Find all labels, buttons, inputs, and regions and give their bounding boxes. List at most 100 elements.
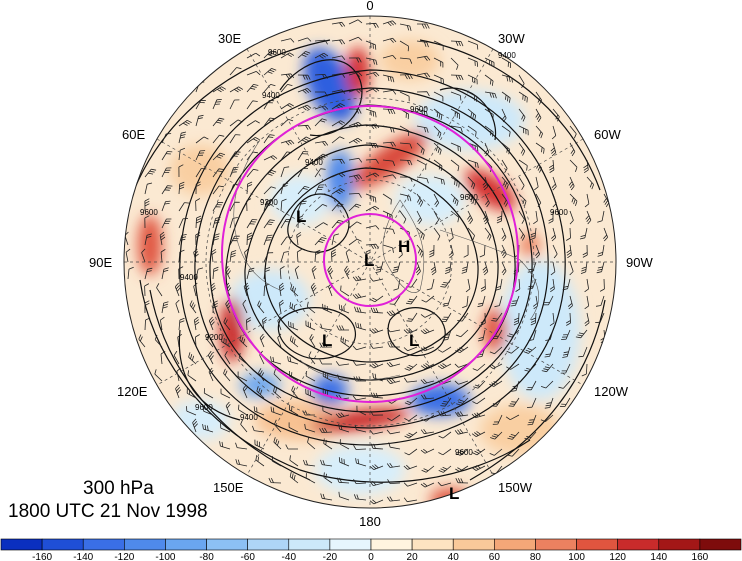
wind-barb (176, 367, 181, 382)
wind-barb (320, 493, 333, 501)
wind-barb (322, 303, 333, 314)
wind-barb (382, 210, 393, 221)
wind-barb (404, 363, 418, 371)
wind-barb (323, 438, 333, 450)
wind-barb (375, 261, 384, 273)
wind-barb (314, 52, 329, 59)
wind-barb (549, 278, 555, 293)
wind-barb (263, 117, 275, 127)
wind-barb (189, 300, 197, 314)
wind-barb (323, 472, 333, 484)
wind-barb (161, 200, 171, 212)
pressure-level-title: 300 hPa (83, 478, 154, 499)
wind-barb (144, 233, 152, 246)
wind-barb (237, 371, 248, 382)
wind-barb (144, 300, 150, 314)
wind-barb (239, 335, 248, 348)
wind-barb (229, 166, 239, 178)
wind-barb (271, 456, 282, 467)
wind-barb (353, 444, 367, 450)
wind-barb (355, 322, 367, 331)
wind-barb (437, 481, 452, 487)
wind-barb (348, 19, 363, 25)
wind-barb (569, 142, 576, 157)
wind-barb (186, 388, 197, 399)
wind-barb (416, 210, 422, 225)
wind-barb (161, 185, 173, 195)
wind-barb (353, 494, 367, 501)
colorbar-tick-label: -60 (240, 552, 255, 561)
outer-reference-circle (221, 105, 519, 403)
wind-barb (246, 317, 252, 331)
wind-barb (160, 316, 165, 331)
wind-barb (569, 210, 574, 225)
wind-barb (484, 91, 497, 99)
wind-barb (212, 300, 218, 314)
wind-barb (280, 251, 289, 263)
wind-barb (484, 227, 492, 241)
wind-barb (597, 244, 605, 257)
wind-barb (297, 151, 309, 161)
wind-barb (225, 282, 232, 297)
wind-barb (565, 312, 571, 326)
contour-label: 9600 (195, 403, 213, 412)
wind-barb (202, 406, 214, 416)
wind-barb (455, 465, 469, 472)
wind-barb (348, 157, 363, 163)
wind-barb (552, 108, 560, 122)
wind-barb (259, 333, 265, 348)
low-center: L (322, 331, 332, 350)
wind-barb (386, 361, 401, 367)
wind-barb (212, 185, 224, 195)
coastlines (233, 139, 539, 381)
wind-barb (404, 431, 418, 439)
wind-barb (311, 265, 317, 280)
wind-barb (240, 419, 248, 433)
wind-barb (392, 261, 401, 274)
wind-barb (501, 74, 513, 83)
colorbar-tick-label: 0 (368, 552, 374, 561)
wind-barb (440, 278, 452, 288)
wind-barb (369, 362, 384, 369)
wind-barb (450, 40, 464, 47)
wind-barb (387, 414, 401, 421)
wind-barb (482, 176, 489, 191)
wind-barb (495, 278, 503, 291)
wind-barb (331, 172, 346, 178)
wind-barb (244, 248, 249, 263)
wind-barb (297, 104, 312, 111)
wind-barb (365, 71, 380, 77)
wind-barb (365, 123, 380, 130)
wind-barb (416, 55, 431, 61)
wind-barb (399, 125, 410, 136)
wind-barb (575, 329, 588, 339)
wind-barb (496, 210, 503, 224)
wind-barb (369, 344, 384, 349)
wind-barb (420, 378, 435, 384)
wind-barb (212, 86, 227, 93)
wind-barb (202, 424, 214, 433)
wind-barb (399, 176, 413, 182)
colorbar-box (124, 538, 166, 551)
wind-barb (219, 441, 231, 450)
wind-barb (467, 176, 476, 190)
wind-barb (327, 265, 334, 280)
contour-label: 9600 (268, 48, 286, 57)
wind-barb (369, 499, 384, 505)
graticule (124, 16, 616, 508)
wind-barb (178, 147, 186, 161)
wind-barb (161, 267, 169, 280)
wind-barb (279, 266, 285, 280)
wind-barb (336, 325, 349, 331)
colorbar-box (494, 538, 536, 551)
wind-barb (304, 423, 316, 433)
wind-barb (306, 301, 316, 314)
wind-barb (229, 151, 241, 161)
wind-barb (285, 444, 298, 450)
wind-barb (515, 278, 521, 292)
wind-barb (433, 91, 444, 102)
wind-barb (558, 380, 571, 389)
wind-barb (212, 99, 222, 110)
wind-barb (144, 317, 151, 331)
wind-barb (175, 384, 181, 399)
